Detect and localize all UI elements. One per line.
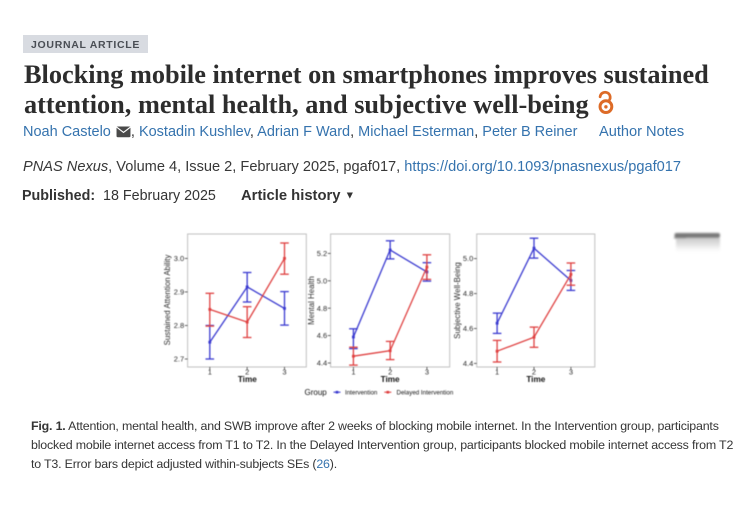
svg-text:2: 2	[388, 367, 392, 376]
svg-text:5.0: 5.0	[317, 276, 327, 285]
svg-text:2.9: 2.9	[174, 288, 184, 297]
svg-text:1: 1	[351, 367, 355, 376]
svg-text:3: 3	[569, 367, 573, 376]
svg-text:Time: Time	[381, 375, 400, 384]
svg-text:4.6: 4.6	[317, 331, 327, 340]
svg-text:2: 2	[245, 367, 249, 376]
svg-text:3: 3	[282, 367, 286, 376]
svg-text:Sustained Attention Ability: Sustained Attention Ability	[163, 255, 172, 346]
svg-text:Mental Health: Mental Health	[307, 276, 316, 325]
svg-text:Delayed Intervention: Delayed Intervention	[397, 390, 454, 397]
svg-text:2.7: 2.7	[174, 355, 184, 364]
svg-text:Time: Time	[526, 375, 545, 384]
svg-text:4.8: 4.8	[463, 289, 473, 298]
svg-text:4.6: 4.6	[463, 324, 473, 333]
svg-text:Group: Group	[305, 388, 328, 397]
svg-text:3: 3	[425, 367, 429, 376]
svg-text:4.4: 4.4	[317, 359, 327, 368]
svg-text:Subjective Well-Being: Subjective Well-Being	[453, 262, 462, 339]
svg-text:1: 1	[208, 367, 212, 376]
svg-text:4.4: 4.4	[463, 359, 473, 368]
svg-text:5.0: 5.0	[463, 254, 473, 263]
svg-text:Time: Time	[238, 375, 257, 384]
svg-text:2.8: 2.8	[174, 321, 184, 330]
svg-text:4.8: 4.8	[317, 304, 327, 313]
svg-text:2: 2	[532, 367, 536, 376]
svg-text:5.2: 5.2	[317, 249, 327, 258]
svg-text:3.0: 3.0	[174, 254, 184, 263]
svg-text:1: 1	[495, 367, 499, 376]
svg-text:Intervention: Intervention	[345, 390, 378, 397]
